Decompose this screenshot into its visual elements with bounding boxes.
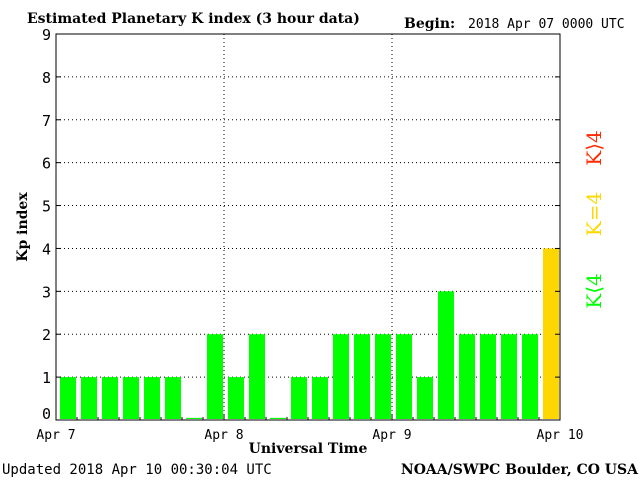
y-tick-label: 6 <box>42 155 51 173</box>
kp-bar <box>60 377 76 419</box>
y-axis-label: Kp index <box>15 192 31 262</box>
kp-bar <box>417 377 433 419</box>
kp-bar <box>312 377 328 419</box>
y-tick-label: 2 <box>42 326 51 344</box>
y-tick-label: 8 <box>42 69 51 87</box>
kp-bar <box>123 377 139 419</box>
kp-bar <box>249 334 265 419</box>
kp-bar <box>102 377 118 419</box>
kp-bar <box>81 377 97 419</box>
kp-bar <box>270 417 286 419</box>
kp-bar <box>144 377 160 419</box>
kp-bar <box>480 334 496 419</box>
x-tick-label: Apr 7 <box>36 428 75 443</box>
kp-bar <box>522 334 538 419</box>
credit-text: NOAA/SWPC Boulder, CO USA <box>401 462 639 478</box>
kp-bar <box>501 334 517 419</box>
y-tick-label: 4 <box>42 240 51 258</box>
kp-bar <box>375 334 391 419</box>
plot-area: 0 1 2 3 4 5 6 7 8 9 Apr 7 Apr 8 Apr 9 Apr 10 <box>36 26 583 443</box>
y-tick-marks: 0 1 2 3 4 5 6 7 8 9 <box>42 26 560 423</box>
kp-bar <box>207 334 223 419</box>
x-tick-label: Apr 8 <box>204 428 243 443</box>
begin-value: 2018 Apr 07 0000 UTC <box>468 17 625 32</box>
legend-above-4: K⟩4 <box>582 130 606 165</box>
y-tick-label: 7 <box>42 112 51 130</box>
x-tick-label: Apr 9 <box>372 428 411 443</box>
y-tick-label: 3 <box>42 283 51 301</box>
updated-timestamp: Updated 2018 Apr 10 00:30:04 UTC <box>2 462 272 478</box>
y-tick-label: 0 <box>42 405 51 423</box>
bar-series <box>60 248 559 419</box>
kp-bar <box>354 334 370 419</box>
kp-bar <box>438 291 454 419</box>
plot-frame <box>55 33 561 421</box>
legend-equal-4: K=4 <box>582 192 606 236</box>
kp-bar <box>291 377 307 419</box>
kp-bar <box>228 377 244 419</box>
kp-bar <box>165 377 181 419</box>
begin-label: Begin: <box>404 16 455 32</box>
x-tick-label: Apr 10 <box>537 428 584 443</box>
vertical-gridlines <box>223 34 393 420</box>
kp-bar <box>396 334 412 419</box>
kp-bar <box>186 417 202 419</box>
y-tick-label: 1 <box>42 369 51 387</box>
x-axis-label: Universal Time <box>249 441 368 457</box>
y-tick-label: 9 <box>42 26 51 44</box>
legend: K⟩4 K=4 K⟨4 <box>582 130 606 308</box>
kp-bar <box>333 334 349 419</box>
y-tick-label: 5 <box>42 198 51 216</box>
horizontal-gridlines <box>56 76 560 378</box>
legend-below-4: K⟨4 <box>582 273 606 308</box>
x-tick-marks: Apr 7 Apr 8 Apr 9 Apr 10 <box>36 414 583 443</box>
kp-bar <box>459 334 475 419</box>
chart-title: Estimated Planetary K index (3 hour data… <box>27 11 360 27</box>
